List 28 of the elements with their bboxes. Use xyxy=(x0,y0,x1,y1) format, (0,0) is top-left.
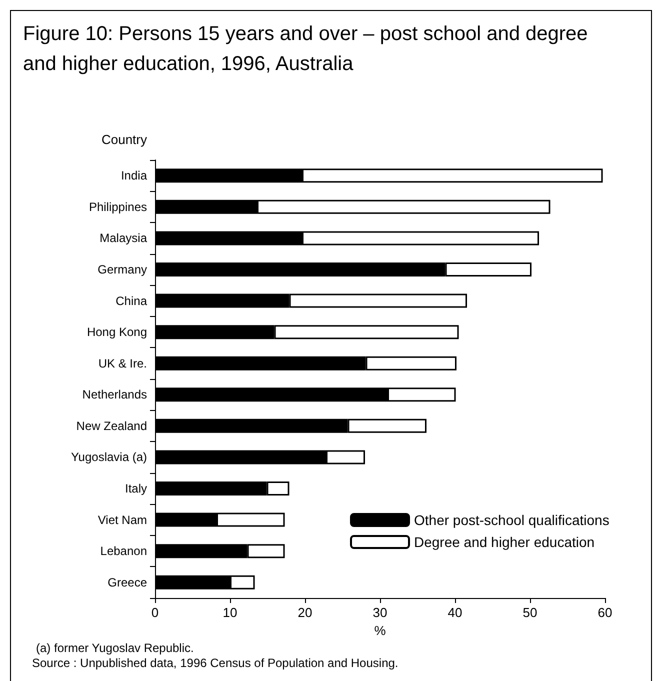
y-tick-label: Philippines xyxy=(88,200,147,214)
y-tick-label: UK & Ire. xyxy=(98,356,147,370)
x-axis-title: % xyxy=(374,622,386,638)
x-tick-label: 0 xyxy=(151,605,159,620)
y-tick-label: Hong Kong xyxy=(86,325,147,340)
text: (a) former Yugoslav Republic. xyxy=(36,641,194,655)
x-tick-label: 40 xyxy=(448,605,462,620)
y-tick-label: Netherlands xyxy=(82,388,147,402)
x-tick-label: 50 xyxy=(522,605,538,620)
y-tick-label: Malaysia xyxy=(100,231,148,246)
y-tick-label: Yugoslavia (a) xyxy=(70,450,147,464)
y-tick-label: Greece xyxy=(108,575,148,590)
y-tick-label: Italy xyxy=(124,482,147,496)
chart-title: Figure 10: Persons 15 years and over – post school and degree and higher education, 1996, Australia xyxy=(23,23,594,75)
x-tick-label: 30 xyxy=(372,605,388,620)
x-tick-label: 10 xyxy=(222,605,238,620)
legend-label: Other post-school qualifications xyxy=(414,512,610,528)
y-tick-label: China xyxy=(116,294,148,308)
y-axis-title: Country xyxy=(101,132,148,147)
y-tick-label: Viet Nam xyxy=(98,512,147,527)
source-note: Source : Unpublished data, 1996 Census of Population and Housing. xyxy=(32,656,398,670)
y-tick-label: New Zealand xyxy=(76,418,147,433)
x-tick-label: 20 xyxy=(298,605,312,620)
y-tick-label: India xyxy=(120,168,148,183)
x-tick-label: 60 xyxy=(598,605,612,620)
y-tick-label: Germany xyxy=(98,262,147,276)
legend-label: Degree and higher education xyxy=(414,534,595,550)
y-tick-label: Lebanon xyxy=(100,544,147,558)
